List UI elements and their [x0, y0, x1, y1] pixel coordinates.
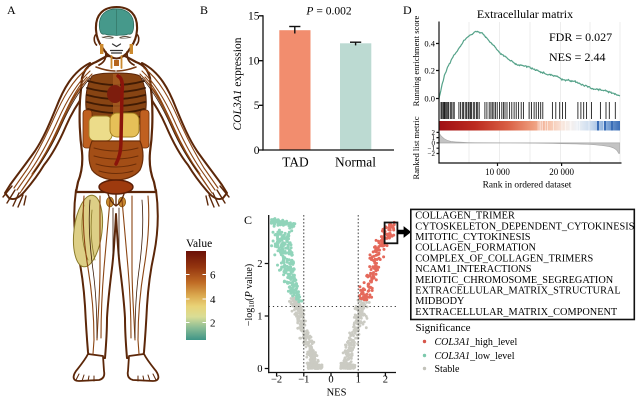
svg-text:−1: −1	[428, 145, 436, 153]
svg-text:−log10(P value): −log10(P value)	[244, 264, 256, 326]
svg-text:COLLAGEN_TRIMER: COLLAGEN_TRIMER	[415, 211, 515, 222]
svg-text:2: 2	[210, 318, 216, 330]
svg-text:−1: −1	[298, 375, 309, 386]
svg-text:10: 10	[248, 56, 260, 68]
svg-text:COMPLEX_OF_COLLAGEN_TRIMERS: COMPLEX_OF_COLLAGEN_TRIMERS	[415, 253, 593, 264]
svg-text:Stable: Stable	[435, 364, 461, 375]
svg-text:1: 1	[257, 312, 262, 323]
svg-text:COLLAGEN_FORMATION: COLLAGEN_FORMATION	[415, 243, 536, 254]
svg-text:Value: Value	[186, 238, 212, 250]
svg-text:20 000: 20 000	[549, 167, 574, 177]
svg-text:COL3A1_low_level: COL3A1_low_level	[435, 351, 515, 362]
svg-text:Extracellular matrix: Extracellular matrix	[477, 7, 573, 21]
svg-text:0: 0	[257, 364, 262, 375]
svg-text:2: 2	[383, 375, 388, 386]
svg-text:COL3A1_high_level: COL3A1_high_level	[435, 337, 518, 348]
svg-text:4: 4	[210, 294, 216, 306]
svg-text:MITOTIC_CYTOKINESIS: MITOTIC_CYTOKINESIS	[415, 232, 530, 243]
svg-text:2: 2	[257, 259, 262, 270]
svg-text:5: 5	[254, 100, 260, 112]
svg-text:COL3A1 expression: COL3A1 expression	[232, 37, 244, 130]
svg-text:Rank in ordered dataset: Rank in ordered dataset	[483, 181, 572, 191]
svg-text:2: 2	[432, 129, 436, 137]
svg-text:6: 6	[210, 270, 216, 282]
svg-text:EXTRACELLULAR_MATRIX_COMPONENT: EXTRACELLULAR_MATRIX_COMPONENT	[415, 307, 618, 318]
svg-text:B: B	[200, 3, 208, 17]
svg-text:A: A	[7, 3, 16, 17]
svg-text:Ranked list metric: Ranked list metric	[411, 116, 421, 179]
svg-text:NCAM1_INTERACTIONS: NCAM1_INTERACTIONS	[415, 264, 531, 275]
svg-text:15: 15	[248, 11, 260, 23]
svg-text:1: 1	[432, 134, 436, 142]
svg-text:10 000: 10 000	[485, 167, 510, 177]
svg-text:1: 1	[356, 375, 361, 386]
svg-text:EXTRACELLULAR_MATRIX_STRUCTURA: EXTRACELLULAR_MATRIX_STRUCTURAL	[415, 286, 620, 297]
svg-text:FDR = 0.027: FDR = 0.027	[549, 30, 612, 44]
svg-text:NES: NES	[327, 388, 347, 399]
svg-text:0: 0	[432, 139, 436, 147]
svg-text:Normal: Normal	[335, 155, 376, 170]
svg-text:P = 0.002: P = 0.002	[305, 6, 351, 18]
svg-text:0.2: 0.2	[424, 66, 435, 76]
svg-text:MIDBODY: MIDBODY	[415, 296, 465, 307]
svg-text:D: D	[403, 3, 412, 17]
svg-text:Running enrichment score: Running enrichment score	[411, 15, 421, 106]
svg-text:MEIOTIC_CHROMOSOME_SEGREGATION: MEIOTIC_CHROMOSOME_SEGREGATION	[415, 275, 613, 286]
svg-text:0: 0	[254, 145, 260, 157]
svg-text:0: 0	[328, 375, 333, 386]
svg-text:−2: −2	[271, 375, 282, 386]
svg-text:TAD: TAD	[282, 155, 309, 170]
svg-text:NES = 2.44: NES = 2.44	[549, 50, 605, 64]
svg-text:CYTOSKELETON_DEPENDENT_CYTOKIN: CYTOSKELETON_DEPENDENT_CYTOKINESIS	[415, 221, 634, 232]
svg-text:0.0: 0.0	[424, 94, 435, 104]
svg-text:−2: −2	[428, 150, 436, 158]
svg-text:Significance: Significance	[416, 322, 471, 334]
svg-text:C: C	[244, 213, 252, 227]
svg-text:0.4: 0.4	[424, 39, 435, 49]
